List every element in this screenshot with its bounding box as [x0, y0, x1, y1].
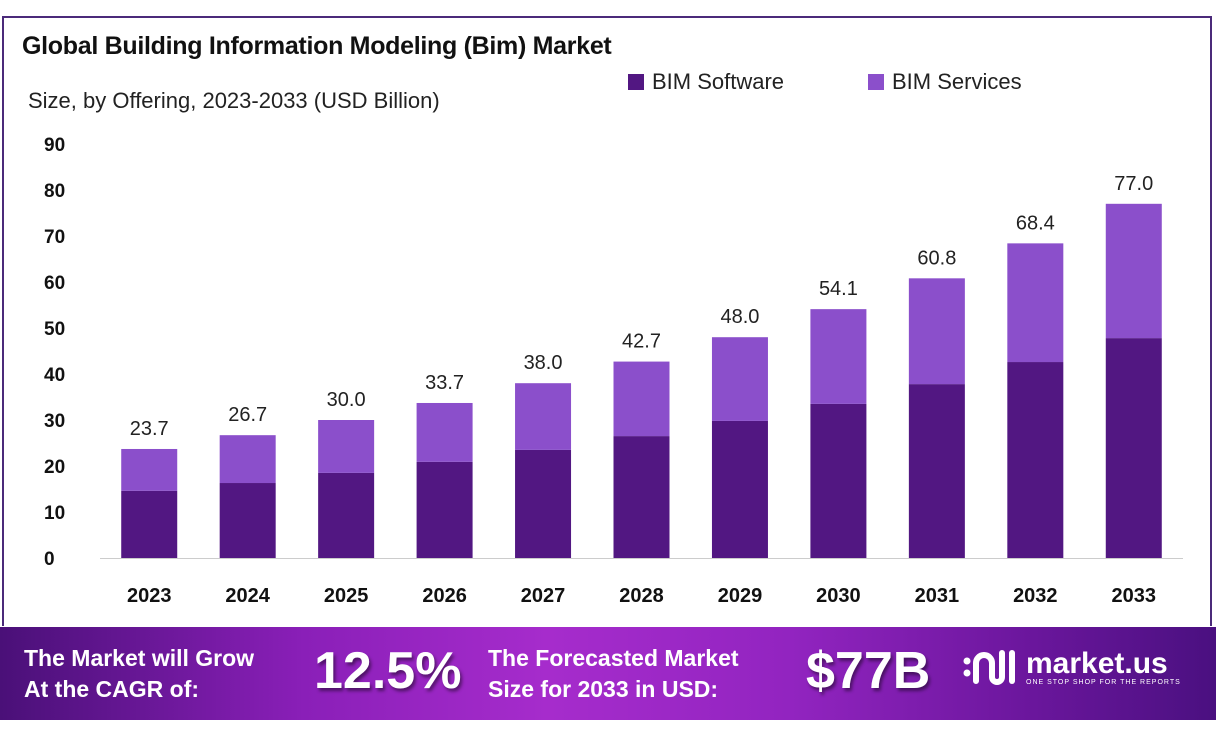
bar-services	[613, 361, 670, 437]
x-tick-label: 2032	[1013, 585, 1058, 607]
bar-services	[711, 337, 768, 421]
bar-software	[711, 420, 768, 558]
bar-software	[121, 490, 178, 558]
bar-chart: 010203040506070809023.7202326.7202430.02…	[44, 135, 1183, 607]
bar-software	[613, 436, 670, 558]
bar-total-label: 54.1	[819, 278, 858, 300]
chart-subtitle: Size, by Offering, 2023-2033 (USD Billio…	[28, 88, 440, 113]
bar-total-label: 30.0	[327, 389, 366, 411]
bar-total-label: 77.0	[1114, 173, 1153, 195]
y-tick-label: 70	[44, 227, 65, 248]
x-tick-label: 2030	[816, 585, 861, 607]
legend-label: BIM Software	[652, 69, 785, 94]
x-tick-label: 2026	[422, 585, 467, 607]
bar-software	[219, 483, 276, 558]
logo-name: market.us	[1026, 646, 1168, 680]
y-tick-label: 20	[44, 457, 65, 478]
y-tick-label: 30	[44, 411, 65, 432]
bar-services	[810, 309, 867, 404]
bar-services	[1105, 203, 1162, 339]
bar-services	[1007, 243, 1064, 363]
bar-services	[908, 278, 965, 385]
forecast-label: The Forecasted Market Size for 2033 in U…	[488, 643, 739, 705]
bar-services	[121, 448, 178, 491]
bar-total-label: 26.7	[228, 404, 267, 426]
x-tick-label: 2025	[324, 585, 369, 607]
x-tick-label: 2027	[521, 585, 566, 607]
y-tick-label: 60	[44, 273, 65, 294]
bar-total-label: 42.7	[622, 331, 661, 353]
bar-services	[515, 383, 572, 450]
bar-software	[1007, 362, 1064, 558]
bar-services	[318, 420, 375, 473]
bar-software	[810, 403, 867, 558]
y-tick-label: 50	[44, 319, 65, 340]
x-tick-label: 2024	[225, 585, 270, 607]
cagr-label-line: The Market will Grow	[24, 645, 255, 671]
cagr-label: The Market will Grow At the CAGR of:	[24, 643, 254, 705]
forecast-label-line: Size for 2033 in USD:	[488, 676, 719, 702]
logo-mark-icon	[963, 650, 1015, 685]
y-tick-label: 10	[44, 503, 65, 524]
y-tick-label: 90	[44, 135, 65, 156]
x-tick-label: 2023	[127, 585, 172, 607]
logo-tagline: ONE STOP SHOP FOR THE REPORTS	[1026, 678, 1181, 686]
x-tick-label: 2033	[1112, 585, 1157, 607]
bar-software	[908, 384, 965, 558]
chart-title: Global Building Information Modeling (Bi…	[22, 32, 612, 60]
legend-label: BIM Services	[892, 69, 1022, 94]
bar-software	[1105, 338, 1162, 558]
y-tick-label: 80	[44, 181, 65, 202]
market-us-logo: market.us ONE STOP SHOP FOR THE REPORTS	[962, 647, 1181, 687]
legend-item-software: BIM Software	[628, 69, 784, 95]
x-tick-label: 2031	[915, 585, 960, 607]
x-tick-label: 2028	[619, 585, 664, 607]
bar-software	[515, 449, 572, 558]
cagr-value: 12.5%	[314, 642, 462, 700]
bar-total-label: 23.7	[130, 418, 169, 440]
legend-swatch-services	[868, 74, 884, 90]
bar-total-label: 60.8	[917, 247, 956, 269]
y-tick-label: 40	[44, 365, 65, 386]
bar-software	[416, 461, 473, 558]
x-tick-label: 2029	[718, 585, 763, 607]
bar-total-label: 38.0	[524, 352, 563, 374]
forecast-value: $77B	[806, 642, 931, 700]
legend-item-services: BIM Services	[868, 69, 1022, 95]
bar-total-label: 68.4	[1016, 212, 1055, 234]
bar-services	[219, 435, 276, 484]
bar-software	[318, 472, 375, 558]
summary-banner: The Market will Grow At the CAGR of: 12.…	[0, 627, 1216, 720]
y-tick-label: 0	[44, 549, 55, 570]
bar-total-label: 33.7	[425, 372, 464, 394]
bar-services	[416, 402, 473, 462]
legend-swatch-software	[628, 74, 644, 90]
cagr-label-line: At the CAGR of:	[24, 676, 200, 702]
bar-total-label: 48.0	[720, 306, 759, 328]
forecast-label-line: The Forecasted Market	[488, 645, 739, 671]
